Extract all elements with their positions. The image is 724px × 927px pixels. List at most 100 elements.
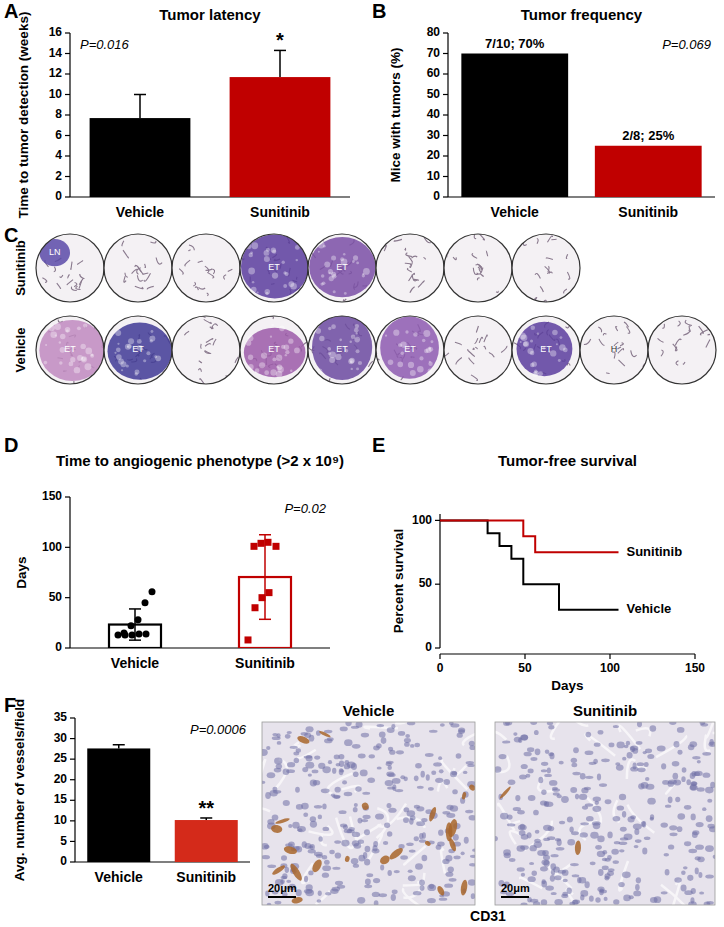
vessel xyxy=(344,855,350,862)
nucleus xyxy=(353,771,359,777)
nucleus xyxy=(630,766,638,771)
duct xyxy=(658,338,664,342)
duct xyxy=(567,272,569,279)
y-tick-label: 2 xyxy=(55,169,62,183)
duct xyxy=(607,372,610,374)
texture xyxy=(70,357,75,362)
texture xyxy=(339,339,342,342)
nucleus xyxy=(545,885,554,890)
nucleus xyxy=(517,867,525,871)
nucleus xyxy=(266,746,270,750)
nucleus xyxy=(598,730,604,735)
duct xyxy=(424,257,426,259)
nucleus xyxy=(262,855,270,859)
texture xyxy=(419,356,423,360)
y-tick xyxy=(65,647,70,648)
y-tick-label: 50 xyxy=(427,87,441,101)
y-tick-label: 0 xyxy=(55,640,62,654)
y-tick xyxy=(443,53,448,54)
nucleus xyxy=(637,767,645,772)
tumor-region xyxy=(380,317,439,379)
duct xyxy=(73,381,74,383)
nucleus xyxy=(692,831,698,838)
y-tick xyxy=(65,135,70,136)
nucleus xyxy=(629,895,634,899)
y-tick-label: 100 xyxy=(42,540,62,554)
image-background xyxy=(104,234,172,302)
nucleus xyxy=(322,865,331,871)
duct xyxy=(406,253,412,257)
nucleus xyxy=(535,748,541,755)
texture xyxy=(83,323,87,327)
duct xyxy=(453,257,456,260)
texture xyxy=(84,363,91,370)
x-tick xyxy=(439,654,440,659)
nucleus xyxy=(571,831,579,835)
y-axis-label: Avg. number of vessels/field xyxy=(12,699,27,882)
point xyxy=(142,599,149,606)
duct xyxy=(410,287,415,293)
nucleus xyxy=(287,762,295,767)
bar xyxy=(461,54,568,198)
lymph-node xyxy=(39,239,70,266)
image-background xyxy=(262,722,475,905)
texture xyxy=(49,325,55,331)
nucleus xyxy=(697,760,701,764)
nucleus xyxy=(677,727,685,733)
nucleus xyxy=(408,875,416,881)
duct xyxy=(501,346,507,353)
nucleus xyxy=(641,821,645,827)
duct xyxy=(540,286,543,292)
nucleus xyxy=(535,830,540,834)
nucleus xyxy=(682,767,687,772)
nucleus xyxy=(435,778,443,783)
nucleus xyxy=(669,832,677,836)
texture xyxy=(315,328,321,334)
y-tick-label: 35 xyxy=(54,710,68,724)
texture xyxy=(354,328,359,333)
nucleus xyxy=(710,782,715,789)
y-tick-label: 0 xyxy=(433,189,440,203)
nucleus xyxy=(391,724,395,729)
image-label: H xyxy=(611,344,618,354)
category-label: Vehicle xyxy=(116,204,164,220)
nucleus xyxy=(549,780,558,786)
texture xyxy=(356,332,358,334)
y-tick xyxy=(65,73,70,74)
texture xyxy=(127,346,129,348)
stroma xyxy=(661,885,687,905)
nucleus xyxy=(352,840,360,846)
title: Time to angiogenic phenotype (>2 x 10⁹) xyxy=(56,452,344,469)
nucleus xyxy=(604,873,610,879)
caption: CD31 xyxy=(470,908,506,924)
duct xyxy=(394,239,402,241)
duct xyxy=(675,339,681,345)
image-border xyxy=(104,316,172,384)
histology-image xyxy=(444,234,512,303)
y-axis xyxy=(439,514,440,648)
nucleus xyxy=(634,845,639,848)
nucleus xyxy=(619,794,626,801)
nucleus xyxy=(705,845,714,852)
nucleus xyxy=(274,901,281,905)
nucleus xyxy=(540,801,547,806)
texture xyxy=(154,355,157,358)
nucleus xyxy=(550,863,556,870)
nucleus xyxy=(668,796,673,803)
nucleus xyxy=(602,865,609,870)
nucleus xyxy=(619,849,625,852)
nucleus xyxy=(582,805,588,809)
nucleus xyxy=(669,722,676,725)
nucleus xyxy=(551,892,557,895)
nucleus xyxy=(595,897,600,903)
duct xyxy=(476,265,483,268)
duct xyxy=(206,338,213,342)
nucleus xyxy=(358,818,363,824)
nucleus xyxy=(387,870,391,876)
duct xyxy=(475,347,477,349)
duct xyxy=(74,282,77,286)
nucleus xyxy=(302,767,308,772)
nucleus xyxy=(387,831,392,836)
duct xyxy=(456,357,462,364)
nucleus xyxy=(518,825,527,831)
